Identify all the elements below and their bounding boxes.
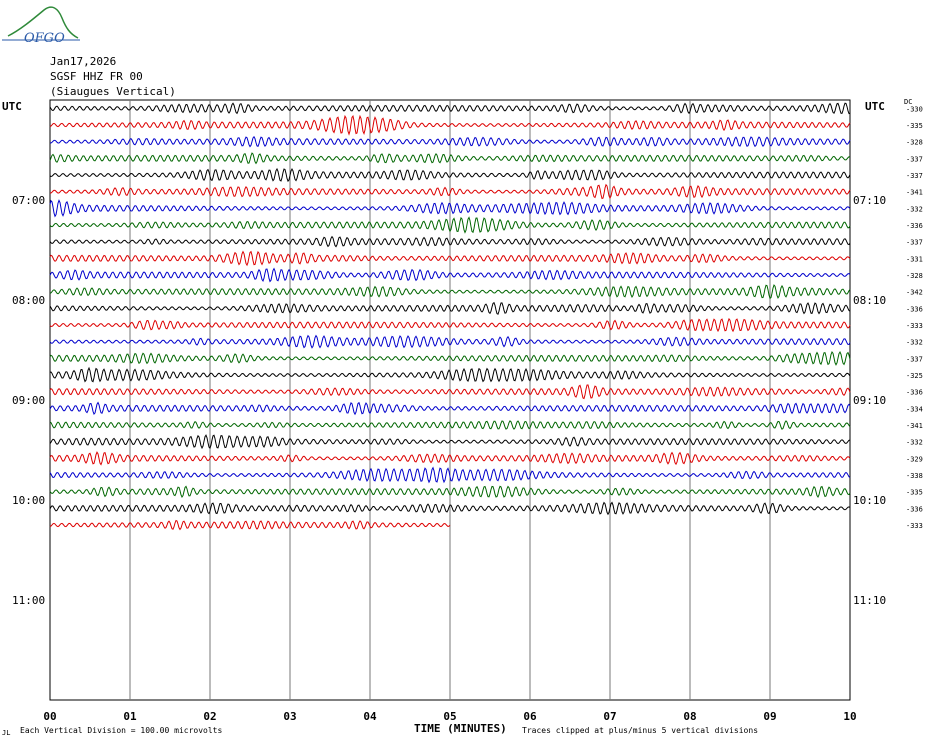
trace-line-11 — [49, 267, 851, 283]
dc-offset-23: -338 — [906, 472, 923, 480]
dc-offset-7: -332 — [906, 205, 923, 213]
trace-line-12 — [49, 284, 851, 300]
dc-offset-11: -328 — [906, 272, 923, 280]
dc-offset-20: -341 — [906, 422, 923, 430]
dc-offset-17: -325 — [906, 372, 923, 380]
dc-offset-21: -332 — [906, 439, 923, 447]
dc-header: DC — [904, 98, 912, 106]
x-tick-08: 08 — [683, 710, 696, 723]
x-tick-06: 06 — [523, 710, 537, 723]
x-tick-00: 00 — [43, 710, 56, 723]
trace-line-9 — [49, 235, 851, 248]
dc-offset-22: -329 — [906, 455, 923, 463]
dc-offset-25: -336 — [906, 505, 923, 513]
trace-line-8 — [49, 216, 851, 234]
trace-line-13 — [49, 301, 851, 315]
left-hour-07:00: 07:00 — [12, 194, 45, 207]
x-axis-label: TIME (MINUTES) — [414, 722, 507, 735]
dc-offset-1: -330 — [906, 105, 923, 113]
footer-clip: Traces clipped at plus/minus 5 vertical … — [522, 726, 758, 735]
trace-line-20 — [49, 420, 851, 430]
trace-line-14 — [49, 317, 851, 333]
footer-scale: Each Vertical Division = 100.00 microvol… — [20, 726, 222, 735]
x-tick-05: 05 — [443, 710, 456, 723]
trace-line-5 — [49, 167, 851, 183]
trace-line-19 — [49, 401, 851, 416]
x-tick-04: 04 — [363, 710, 377, 723]
x-tick-10: 10 — [843, 710, 856, 723]
dc-offset-6: -341 — [906, 189, 923, 197]
dc-offset-4: -337 — [906, 155, 923, 163]
dc-offset-15: -332 — [906, 339, 923, 347]
logo-text: OFGO — [24, 31, 65, 46]
trace-line-23 — [49, 466, 851, 484]
trace-line-26 — [49, 519, 451, 531]
trace-line-16 — [49, 350, 851, 366]
right-hour-08:10: 08:10 — [853, 294, 886, 307]
dc-offset-5: -337 — [906, 172, 923, 180]
right-timezone: UTC — [865, 100, 885, 113]
x-tick-02: 02 — [203, 710, 216, 723]
right-hour-07:10: 07:10 — [853, 194, 886, 207]
left-timezone: UTC — [2, 100, 22, 113]
trace-line-21 — [49, 434, 851, 450]
dc-offset-2: -335 — [906, 122, 923, 130]
left-hour-09:00: 09:00 — [12, 394, 45, 407]
dc-offset-8: -336 — [906, 222, 923, 230]
header-station: SGSF HHZ FR 00 — [50, 70, 143, 83]
dc-offset-26: -333 — [906, 522, 923, 530]
trace-line-24 — [49, 485, 851, 498]
dc-offset-19: -334 — [906, 405, 923, 413]
trace-line-6 — [49, 183, 851, 200]
dc-offset-10: -331 — [906, 255, 923, 263]
dc-offset-12: -342 — [906, 289, 923, 297]
trace-line-10 — [49, 250, 851, 267]
left-hour-11:00: 11:00 — [12, 594, 45, 607]
trace-line-22 — [49, 451, 851, 466]
dc-offset-9: -337 — [906, 239, 923, 247]
left-hour-08:00: 08:00 — [12, 294, 45, 307]
trace-line-17 — [49, 366, 851, 383]
x-tick-labels: 00 01 02 03 04 05 06 07 08 09 10 — [43, 710, 856, 723]
right-hour-09:10: 09:10 — [853, 394, 886, 407]
hour-labels: 07:00 08:00 09:00 10:00 11:00 07:10 08:10 09:10… — [12, 194, 886, 607]
dc-offset-16: -337 — [906, 355, 923, 363]
ofgo-logo: OFGO — [2, 6, 80, 46]
trace-line-18 — [49, 384, 851, 400]
trace-line-15 — [49, 334, 851, 349]
dc-offset-14: -333 — [906, 322, 923, 330]
trace-line-7 — [49, 199, 851, 218]
minute-gridlines — [129, 100, 771, 700]
x-tick-07: 07 — [603, 710, 616, 723]
seismic-traces — [49, 102, 851, 531]
right-hour-11:10: 11:10 — [853, 594, 886, 607]
x-tick-03: 03 — [283, 710, 296, 723]
trace-line-3 — [49, 135, 851, 148]
logo-swoosh-icon — [7, 6, 79, 39]
x-tick-01: 01 — [123, 710, 137, 723]
x-tick-09: 09 — [763, 710, 776, 723]
dc-offset-18: -336 — [906, 389, 923, 397]
header-location: (Siaugues Vertical) — [50, 85, 176, 98]
dc-offset-3: -328 — [906, 139, 923, 147]
trace-line-2 — [49, 114, 851, 136]
trace-line-4 — [49, 152, 851, 165]
dc-offset-labels: -330 -335 -328 -337 -337 -341 -332 -336 -337 -331… — [906, 105, 923, 530]
right-hour-10:10: 10:10 — [853, 494, 886, 507]
dc-offset-24: -335 — [906, 489, 923, 497]
footer-mark: JL — [2, 729, 10, 737]
header-date: Jan17,2026 — [50, 55, 116, 68]
trace-line-1 — [49, 102, 851, 115]
trace-line-25 — [49, 501, 851, 516]
left-hour-10:00: 10:00 — [12, 494, 45, 507]
dc-offset-13: -336 — [906, 305, 923, 313]
